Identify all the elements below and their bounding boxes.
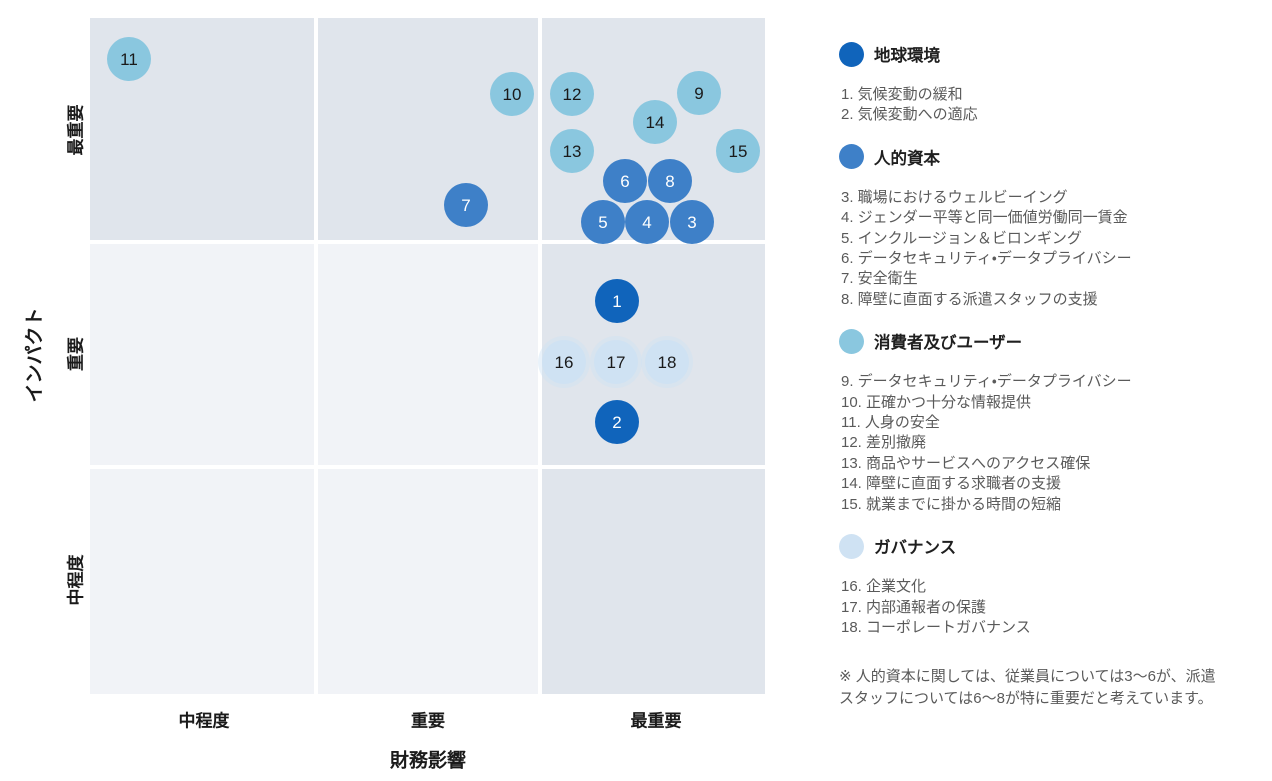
bubble-12: 12 [550,72,594,116]
legend-dot-human-icon [839,144,864,170]
legend-item-10: 10. 正確かつ十分な情報提供 [841,393,1032,411]
y-axis-title: インパクト [24,307,46,403]
legend-section-consumer: 消費者及びユーザー 9. データセキュリティ・データプライバシー 10. 正確かつ十… [839,328,1224,515]
bubble-11: 11 [107,37,151,81]
y-axis-tick-top: 最重要 [66,104,86,156]
footnote: ※ 人的資本に関しては、従業員については3～6が、派遣スタッフについては6～8が… [839,668,1216,708]
legend-item-7: 7. 安全衛生 [841,270,918,288]
legend-title-human: 人的資本 [874,149,940,168]
bubble-14: 14 [633,100,677,144]
legend-header-governance: ガバナンス [839,533,1224,559]
bubble-18: 18 [645,340,689,384]
matrix-cell-r3-c3 [542,469,765,694]
matrix-plot: 1 2 6 8 7 5 3 4 9 10 11 12 14 13 15 16 17 18 [90,18,765,694]
legend-item-13: 13. 商品やサービスへのアクセス確保 [841,454,1091,472]
legend-item-6: 6. データセキュリティ・データプライバシー [841,250,1132,268]
bubble-7: 7 [444,183,488,227]
legend-item-9: 9. データセキュリティ・データプライバシー [841,373,1132,391]
legend-header-env: 地球環境 [839,41,1224,67]
bubble-15: 15 [716,129,760,173]
bubble-3: 3 [670,200,714,244]
legend-item-2: 2. 気候変動への適応 [841,106,978,124]
legend-item-8: 8. 障壁に直面する派遣スタッフの支援 [841,290,1098,308]
y-axis-tick-middle: 重要 [66,337,86,371]
legend-header-human: 人的資本 [839,144,1224,170]
matrix-cell-r1-c2 [318,18,538,240]
bubble-9: 9 [677,71,721,115]
bubble-13: 13 [550,129,594,173]
legend-item-1: 1. 気候変動の緩和 [841,86,963,103]
bubble-5: 5 [581,200,625,244]
legend-title-env: 地球環境 [874,47,940,65]
bubble-17: 17 [594,340,638,384]
bubble-4: 4 [625,200,669,244]
x-axis-tick-1: 中程度 [178,711,230,731]
legend-item-11: 11. 人身の安全 [841,414,940,432]
legend-item-12: 12. 差別撤廃 [841,434,927,452]
bubble-16: 16 [542,340,586,384]
legend-section-human: 人的資本 3. 職場におけるウェルビーイング 4. ジェンダー平等と同一価値労働同一… [839,144,1224,310]
matrix-cell-r3-c1 [90,469,314,694]
bubble-10: 10 [490,72,534,116]
legend-item-15: 15. 就業までに掛かる時間の短縮 [841,495,1062,513]
bubble-2: 2 [595,400,639,444]
legend-section-env: 地球環境 1. 気候変動の緩和 2. 気候変動への適応 [839,41,1224,126]
legend-dot-consumer-icon [839,328,864,354]
matrix-cell-r2-c2 [318,244,538,465]
legend-item-3: 3. 職場におけるウェルビーイング [841,188,1068,206]
legend-item-18: 18. コーポレートガバナンス [841,618,1031,636]
bubble-8: 8 [648,159,692,203]
matrix-cell-r3-c2 [318,469,538,694]
legend-item-17: 17. 内部通報者の保護 [841,598,987,616]
legend-section-governance: ガバナンス 16. 企業文化 17. 内部通報者の保護 18. コーポレートガバナンス [839,533,1224,638]
legend-dot-governance-icon [839,533,864,559]
legend-dot-env-icon [839,41,864,67]
legend-title-governance: ガバナンス [874,539,957,558]
x-axis-tick-3: 最重要 [630,711,682,731]
legend-item-16: 16. 企業文化 [841,578,927,596]
legend-item-4: 4. ジェンダー平等と同一価値労働同一賃金 [841,209,1128,227]
legend-title-consumer: 消費者及びユーザー [874,334,1023,353]
matrix-cell-r2-c1 [90,244,314,465]
y-axis-tick-bottom: 中程度 [66,554,86,606]
x-axis-title: 財務影響 [389,750,467,772]
legend: 地球環境 1. 気候変動の緩和 2. 気候変動への適応 人的資本 3. 職場におけるウェ… [839,41,1224,710]
legend-item-5: 5. インクルージョン＆ビロンギング [841,229,1082,247]
bubble-1: 1 [595,279,639,323]
legend-header-consumer: 消費者及びユーザー [839,328,1224,354]
legend-item-14: 14. 障壁に直面する求職者の支援 [841,475,1062,493]
x-axis-tick-2: 重要 [411,711,445,731]
bubble-6: 6 [603,159,647,203]
